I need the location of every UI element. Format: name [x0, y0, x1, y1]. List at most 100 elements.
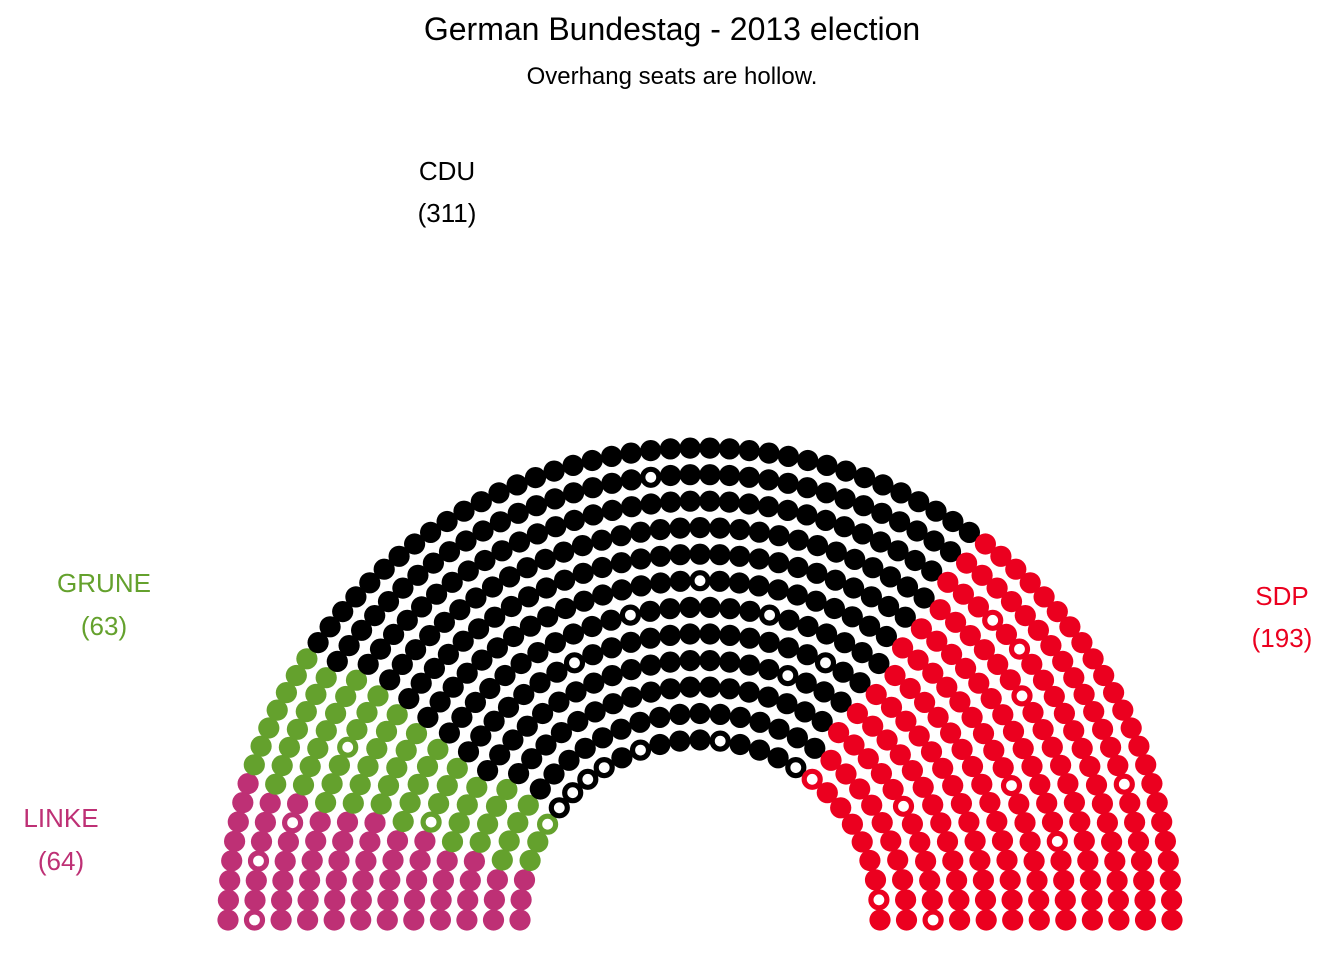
seat-cdu-overhang [709, 730, 731, 752]
seat-cdu [832, 661, 854, 683]
seat-cdu [649, 519, 671, 541]
seat-cdu [639, 627, 661, 649]
seat-cdu [486, 637, 508, 659]
seat-sdp [948, 889, 970, 911]
seat-sdp [942, 850, 964, 872]
seat-cdu [748, 739, 771, 761]
seat-cdu [699, 676, 721, 698]
seat-cdu [513, 683, 535, 706]
seat-cdu [611, 579, 633, 601]
seat-cdu [748, 575, 770, 597]
seat-sdp [973, 639, 996, 661]
seat-cdu [532, 702, 554, 725]
seat-cdu [729, 706, 751, 729]
seat-grune [335, 685, 357, 708]
seat-linke [287, 793, 309, 815]
seat-cdu [582, 477, 604, 499]
seat-cdu [748, 548, 770, 570]
seat-cdu [535, 734, 557, 756]
seat-cdu [307, 632, 329, 654]
seat-sdp [950, 793, 973, 815]
seat-linke [301, 850, 323, 872]
seat-grune [315, 667, 337, 689]
seat-sdp [901, 760, 924, 782]
seat-linke [482, 909, 505, 931]
seat-cdu [563, 482, 585, 504]
seat-cdu [391, 653, 413, 676]
seat-sdp [882, 778, 904, 801]
seat-cdu [824, 569, 847, 591]
seat-cdu [502, 729, 524, 751]
seat-cdu [433, 611, 455, 633]
seat-linke [513, 869, 536, 891]
seat-cdu [649, 706, 671, 729]
seat-sdp [1036, 792, 1058, 814]
seat-cdu [537, 606, 559, 628]
seat-cdu [835, 460, 857, 482]
seat-cdu [813, 681, 835, 703]
seat-linke [274, 850, 296, 872]
seat-cdu [545, 516, 567, 538]
seat-cdu [777, 445, 800, 467]
seat-cdu-overhang [814, 652, 837, 674]
seat-cdu [878, 595, 900, 618]
seat-sdp [1014, 812, 1036, 834]
seat-sdp [1071, 632, 1093, 654]
seat-sdp [1033, 586, 1055, 608]
seat-sdp [1083, 701, 1105, 723]
seat-sdp [1159, 869, 1181, 892]
seat-sdp [1032, 669, 1055, 691]
seat-sdp [974, 533, 997, 555]
seat-grune [345, 669, 368, 691]
seat-grune [366, 738, 388, 760]
seat-sdp [1063, 791, 1085, 814]
seat-cdu [823, 597, 846, 620]
seat-grune [265, 773, 287, 795]
seat-cdu [438, 541, 461, 563]
seat-sdp [986, 577, 1008, 599]
seat-cdu [571, 535, 594, 557]
seat-cdu [527, 642, 549, 664]
seat-cdu [833, 516, 855, 538]
seat-cdu [862, 557, 884, 579]
seat-cdu [925, 500, 947, 522]
seat-cdu [816, 454, 838, 476]
seat-cdu [841, 606, 863, 628]
seat-cdu [719, 598, 741, 620]
seat-cdu [377, 591, 400, 613]
seat-sdp [862, 715, 884, 737]
seat-sdp [1093, 664, 1115, 687]
seats-group [217, 437, 1183, 931]
seat-linke [509, 909, 531, 931]
seat-grune [416, 755, 439, 778]
seat-cdu [592, 584, 614, 606]
seat-cdu [853, 467, 876, 489]
seat-grune [367, 685, 389, 707]
seat-sdp [895, 909, 918, 931]
seat-sdp [967, 596, 990, 618]
seat-cdu [419, 625, 441, 647]
seat-grune [296, 648, 318, 670]
seat-cdu [811, 710, 833, 733]
party-count-linke: (64) [38, 846, 84, 876]
seat-cdu [502, 625, 525, 648]
seat-sdp [1104, 850, 1126, 872]
seat-cdu [544, 632, 567, 654]
seat-cdu [749, 711, 771, 733]
seat-sdp [987, 653, 1009, 676]
seat-grune [498, 830, 520, 852]
seat-sdp [1128, 735, 1150, 757]
seat-sdp [1021, 755, 1043, 778]
seat-cdu [669, 730, 691, 752]
seat-linke [403, 889, 426, 911]
seat-cdu [404, 533, 426, 555]
seat-sdp [952, 583, 975, 605]
seat-cdu [610, 525, 632, 547]
seat-linke [382, 849, 404, 871]
seat-cdu [345, 586, 367, 608]
seat-cdu [620, 659, 642, 681]
seat-cdu [369, 638, 392, 660]
seat-linke [217, 909, 239, 931]
seat-cdu [442, 676, 464, 698]
seat-linke [364, 812, 386, 834]
